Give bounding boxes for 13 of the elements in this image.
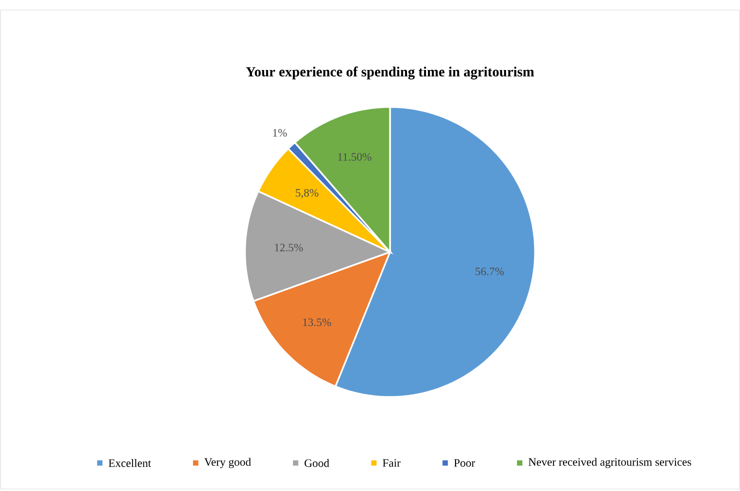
- chart-title: Your experience of spending time in agritourism: [246, 66, 534, 80]
- legend-label: Poor: [454, 459, 476, 467]
- legend-label: Excellent: [108, 459, 152, 467]
- data-label: 12.5%: [274, 244, 303, 252]
- data-label: 5,8%: [296, 188, 318, 198]
- data-label: 1%: [273, 128, 287, 137]
- legend-label: Fair: [382, 459, 401, 467]
- legend-label: Never received agritourism services: [528, 458, 692, 468]
- legend-label: Very good: [204, 458, 251, 468]
- legend-label: Good: [304, 459, 330, 467]
- data-label: 56.7%: [476, 268, 504, 276]
- data-label: 13.5%: [303, 318, 332, 326]
- data-label: 11.50%: [338, 153, 372, 161]
